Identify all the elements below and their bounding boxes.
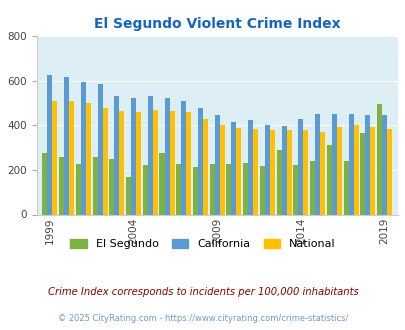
Bar	[176, 164, 181, 214]
Bar	[164, 98, 169, 214]
Bar	[86, 103, 91, 214]
Bar	[292, 166, 298, 214]
Bar	[259, 166, 264, 214]
Bar	[76, 164, 81, 214]
Bar	[303, 130, 308, 214]
Bar	[126, 177, 131, 214]
Bar	[131, 98, 136, 214]
Bar	[209, 164, 214, 214]
Bar	[64, 77, 69, 214]
Bar	[331, 114, 336, 214]
Bar	[369, 126, 374, 214]
Bar	[253, 129, 258, 214]
Bar	[226, 164, 231, 214]
Bar	[309, 161, 314, 214]
Bar	[264, 125, 269, 214]
Bar	[247, 120, 253, 214]
Bar	[97, 84, 102, 214]
Bar	[281, 126, 286, 214]
Bar	[353, 125, 358, 214]
Bar	[181, 101, 186, 214]
Text: © 2025 CityRating.com - https://www.cityrating.com/crime-statistics/: © 2025 CityRating.com - https://www.city…	[58, 314, 347, 323]
Bar	[59, 157, 64, 214]
Bar	[69, 101, 74, 214]
Bar	[52, 101, 58, 214]
Bar	[92, 157, 97, 214]
Bar	[119, 111, 124, 214]
Bar	[81, 82, 86, 214]
Bar	[192, 167, 198, 214]
Bar	[42, 153, 47, 214]
Bar	[243, 163, 247, 214]
Bar	[314, 114, 319, 214]
Bar	[386, 129, 391, 214]
Bar	[336, 126, 341, 214]
Bar	[364, 115, 369, 214]
Bar	[198, 108, 202, 214]
Bar	[109, 159, 114, 214]
Bar	[219, 125, 224, 214]
Legend: El Segundo, California, National: El Segundo, California, National	[66, 234, 339, 253]
Bar	[381, 115, 386, 214]
Bar	[114, 96, 119, 214]
Bar	[236, 128, 241, 214]
Bar	[47, 75, 52, 215]
Bar	[102, 108, 107, 214]
Bar	[347, 114, 353, 214]
Bar	[231, 122, 236, 214]
Bar	[143, 166, 147, 214]
Bar	[152, 110, 158, 214]
Bar	[169, 111, 174, 214]
Bar	[136, 112, 141, 214]
Bar	[319, 132, 324, 214]
Bar	[326, 145, 331, 214]
Bar	[376, 104, 381, 214]
Bar	[186, 113, 191, 214]
Text: Crime Index corresponds to incidents per 100,000 inhabitants: Crime Index corresponds to incidents per…	[47, 287, 358, 297]
Bar	[359, 133, 364, 214]
Title: El Segundo Violent Crime Index: El Segundo Violent Crime Index	[94, 17, 340, 31]
Bar	[343, 161, 347, 214]
Bar	[286, 130, 291, 214]
Bar	[159, 153, 164, 214]
Bar	[298, 119, 303, 214]
Bar	[202, 119, 207, 214]
Bar	[269, 130, 274, 214]
Bar	[276, 150, 281, 214]
Bar	[147, 96, 152, 214]
Bar	[214, 115, 219, 214]
